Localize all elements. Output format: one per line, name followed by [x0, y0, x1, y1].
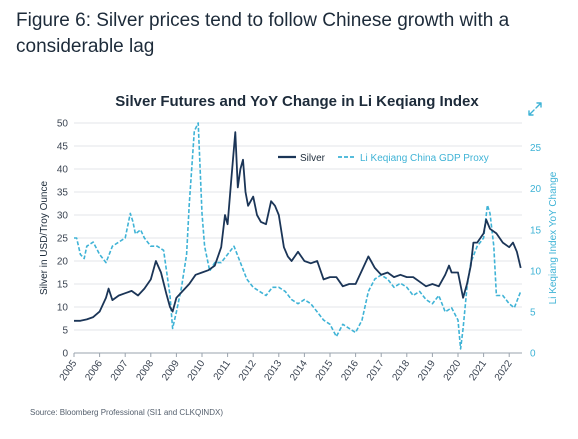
y-right-tick-label: 5 [530, 307, 536, 318]
x-tick-label: 2008 [134, 358, 156, 383]
left-axis: 0 5 10 15 20 25 30 35 40 45 50 [57, 119, 69, 360]
grid-lines [74, 122, 522, 354]
series-layer [74, 122, 522, 350]
y-axis-left-label: Silver in USD/Troy Ounce [39, 181, 50, 296]
y-left-tick-label: 30 [57, 211, 69, 222]
x-tick-label: 2012 [237, 358, 259, 383]
y-right-tick-label: 0 [530, 349, 536, 360]
y-left-tick-label: 25 [57, 234, 69, 245]
y-left-tick-label: 15 [57, 280, 69, 291]
figure-title: Figure 6: Silver prices tend to follow C… [16, 10, 510, 57]
x-tick-label: 2017 [365, 358, 387, 383]
right-axis: 0 5 10 15 20 25 [530, 143, 542, 359]
y-left-tick-label: 35 [57, 188, 69, 199]
x-tick-label: 2019 [416, 358, 438, 383]
x-tick-label: 2006 [83, 358, 105, 383]
x-tick-label: 2018 [390, 358, 412, 383]
y-axis-right-label: Li Keqiang Index YoY Change [548, 171, 559, 304]
x-axis: 2005 2006 2007 2008 2009 2010 2011 2012 2013 2014… [58, 352, 522, 383]
legend-gdp-label: Li Keqiang China GDP Proxy [360, 153, 489, 164]
x-tick-label: 2021 [467, 358, 489, 383]
y-left-tick-label: 20 [57, 257, 69, 268]
y-left-tick-label: 5 [62, 326, 68, 337]
legend-silver-label: Silver [300, 153, 326, 164]
expand-icon[interactable] [526, 100, 544, 118]
x-tick-label: 2016 [339, 358, 361, 383]
y-left-tick-label: 10 [57, 303, 69, 314]
series-line-silver [74, 131, 522, 322]
y-left-tick-label: 50 [57, 119, 69, 130]
legend: Silver Li Keqiang China GDP Proxy [278, 153, 489, 164]
x-tick-label: 2007 [109, 358, 131, 383]
y-left-tick-label: 45 [57, 142, 69, 153]
chart-title: Silver Futures and YoY Change in Li Keqi… [115, 93, 479, 110]
x-tick-label: 2009 [160, 358, 182, 383]
series-line-gdp-proxy [74, 122, 522, 350]
x-tick-label: 2022 [493, 358, 515, 383]
y-right-tick-label: 20 [530, 184, 542, 195]
y-left-tick-label: 0 [62, 349, 68, 360]
x-tick-label: 2010 [186, 358, 208, 383]
x-tick-label: 2011 [212, 358, 234, 382]
x-tick-label: 2005 [58, 358, 80, 383]
x-tick-label: 2013 [262, 358, 284, 383]
y-right-tick-label: 15 [530, 225, 542, 236]
x-tick-label: 2014 [288, 358, 310, 383]
y-right-tick-label: 10 [530, 266, 542, 277]
y-left-tick-label: 40 [57, 165, 69, 176]
x-tick-label: 2015 [314, 358, 336, 383]
x-tick-label: 2020 [442, 358, 464, 383]
source-note: Source: Bloomberg Professional (SI1 and … [30, 408, 223, 417]
y-right-tick-label: 25 [530, 143, 542, 154]
